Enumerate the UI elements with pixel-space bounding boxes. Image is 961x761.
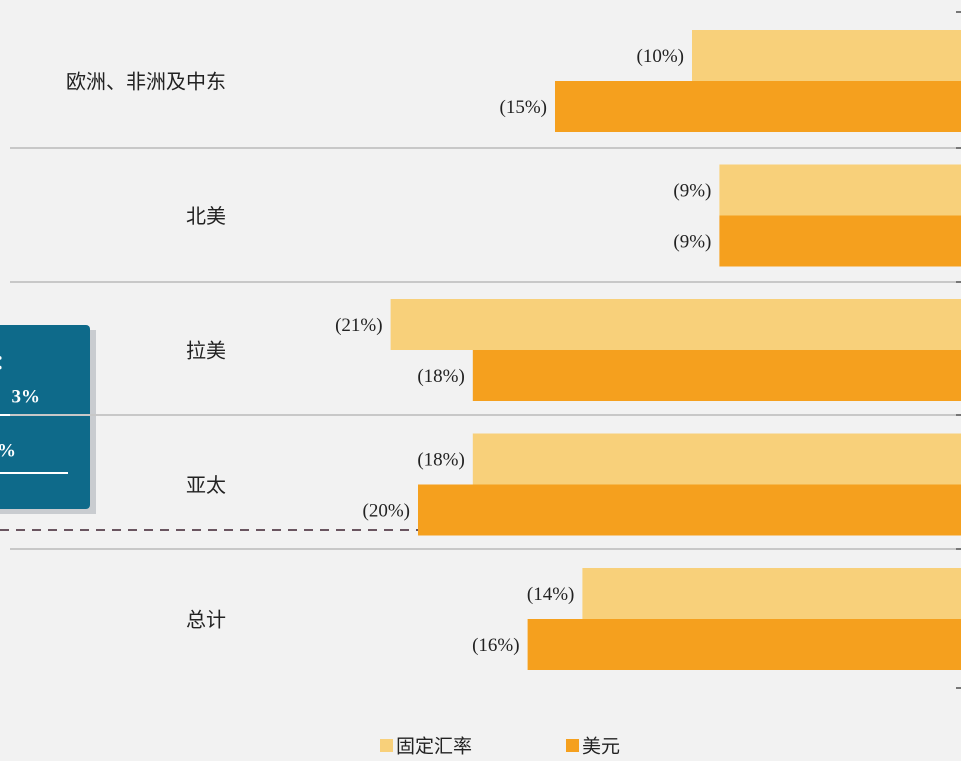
legend-label: 固定汇率 [396,736,472,758]
value-label: (18%) [417,449,464,470]
value-label: (21%) [335,315,382,336]
category-label: 欧洲、非洲及中东 [66,70,226,94]
bar [390,299,961,350]
value-label: (14%) [527,584,574,605]
bar [472,350,961,401]
bar [719,164,961,216]
annotation: 3% [12,386,41,407]
callout-box [0,325,90,509]
value-label: (9%) [673,231,711,252]
legend-label: 美元 [582,736,620,758]
bar [692,30,961,81]
value-label: (16%) [472,635,519,656]
bar [555,81,961,132]
annotation: 图： [0,351,14,373]
annotation: % [0,440,16,461]
bar [527,619,961,670]
category-label: 拉美 [186,339,226,363]
value-label: (18%) [417,366,464,387]
category-label: 总计 [186,608,226,632]
value-label: (9%) [673,180,711,201]
bar [719,215,961,267]
value-label: (15%) [500,97,547,118]
bar [582,568,961,619]
bar [472,433,961,485]
legend-swatch [380,739,393,752]
legend-swatch [566,739,579,752]
bar [418,484,961,536]
category-label: 北美 [186,204,226,228]
value-label: (20%) [363,500,410,521]
category-label: 亚太 [186,473,226,497]
value-label: (10%) [637,46,684,67]
